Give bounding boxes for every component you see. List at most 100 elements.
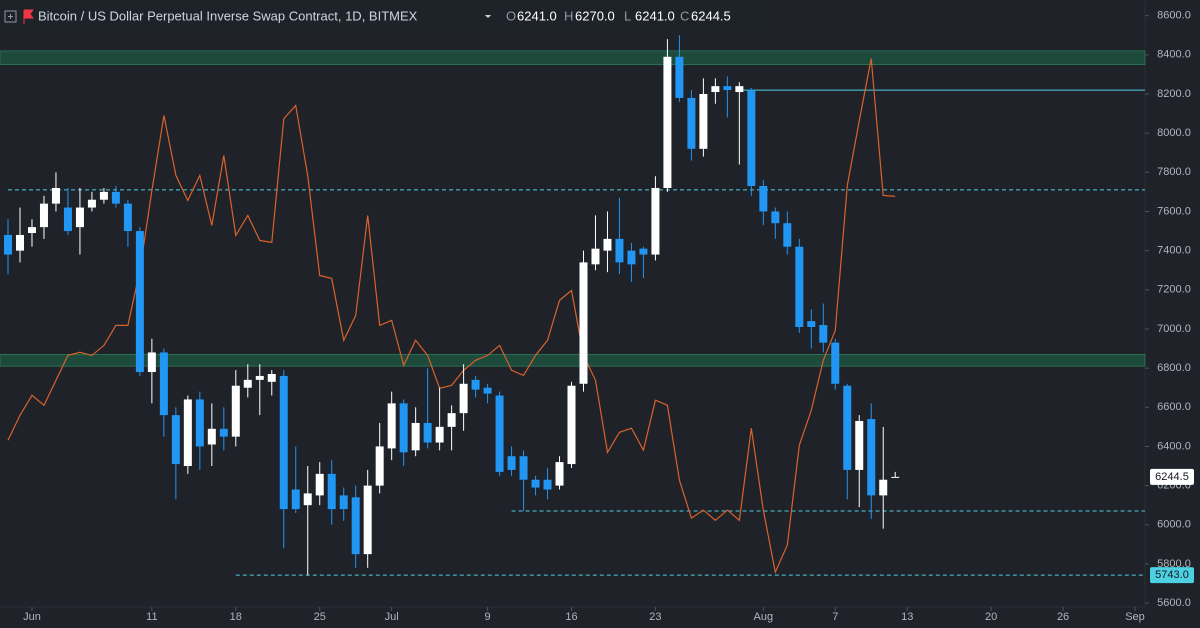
- candle-body: [315, 473, 324, 496]
- candle-body: [243, 379, 252, 388]
- y-tick-label: 8000.0: [1157, 127, 1191, 139]
- y-tick-label: 6000.0: [1157, 519, 1191, 531]
- y-tick-label: 8400.0: [1157, 49, 1191, 61]
- candle-body: [783, 223, 792, 247]
- expand-icon[interactable]: [4, 10, 17, 23]
- candle-body: [363, 485, 372, 555]
- candle-body: [51, 187, 60, 204]
- candle-body: [687, 97, 696, 149]
- candle-body: [267, 373, 276, 382]
- price-label-box: [1150, 567, 1194, 584]
- y-tick-label: 6600.0: [1157, 401, 1191, 413]
- x-tick-label: Sep: [1125, 611, 1145, 623]
- x-tick-label: Aug: [754, 611, 774, 623]
- candle-body: [507, 456, 516, 470]
- candle-body: [195, 399, 204, 447]
- candle-body: [891, 476, 900, 478]
- ohlc-key: C: [680, 8, 689, 23]
- candle-body: [435, 426, 444, 443]
- x-tick-label: 26: [1057, 611, 1069, 623]
- x-tick-label: 18: [230, 611, 242, 623]
- candle-body: [483, 387, 492, 394]
- candle-body: [591, 248, 600, 265]
- y-tick-label: 7800.0: [1157, 166, 1191, 178]
- y-tick-label: 6800.0: [1157, 362, 1191, 374]
- candle-body: [399, 403, 408, 453]
- x-tick-label: 13: [901, 611, 913, 623]
- candle-body: [699, 93, 708, 149]
- y-tick-label: 7600.0: [1157, 205, 1191, 217]
- candle-body: [723, 86, 732, 91]
- candle-body: [867, 419, 876, 496]
- expand-icon-plus: [8, 14, 13, 19]
- candle-body: [627, 250, 636, 265]
- exchange-flag: [23, 9, 34, 24]
- candle-body: [603, 238, 612, 251]
- candle-body: [879, 479, 888, 496]
- y-tick-label: 8600.0: [1157, 10, 1191, 22]
- y-tick-label: 7200.0: [1157, 284, 1191, 296]
- y-tick-label: 7000.0: [1157, 323, 1191, 335]
- price-label: 6244.5: [1155, 471, 1189, 483]
- candle-body: [75, 207, 84, 228]
- y-tick-label: 8200.0: [1157, 88, 1191, 100]
- candle-body: [279, 375, 288, 510]
- candle-body: [615, 238, 624, 263]
- price-label: 5743.0: [1155, 569, 1189, 581]
- candle-body: [183, 399, 192, 467]
- x-tick-label: 7: [832, 611, 838, 623]
- ohlc-value: 6270.0: [575, 8, 615, 23]
- candle-body: [843, 385, 852, 470]
- y-tick-label: 5800.0: [1157, 558, 1191, 570]
- candle-body: [231, 385, 240, 437]
- candle-body: [123, 203, 132, 232]
- candle-body: [219, 428, 228, 437]
- candle-body: [747, 90, 756, 187]
- candle-body: [159, 352, 168, 416]
- candle-body: [339, 495, 348, 510]
- candle-body: [675, 56, 684, 98]
- candle-body: [39, 203, 48, 228]
- candle-body: [795, 246, 804, 327]
- indicator-line: [7, 58, 896, 575]
- price-label-box: [1150, 468, 1194, 485]
- candle-body: [351, 497, 360, 555]
- symbol-title[interactable]: Bitcoin / US Dollar Perpetual Inverse Sw…: [38, 8, 418, 23]
- candle-body: [207, 428, 216, 445]
- zone: [0, 354, 1146, 367]
- candle-body: [135, 231, 144, 373]
- candle-body: [651, 187, 660, 255]
- x-tick-label: 23: [649, 611, 661, 623]
- candle-body: [423, 422, 432, 443]
- ohlc-value: 6244.5: [691, 8, 731, 23]
- plot-area: [0, 35, 1146, 576]
- candle-body: [15, 234, 24, 251]
- header-bg: [0, 0, 760, 34]
- ohlc-value: 6241.0: [635, 8, 675, 23]
- candle-body: [375, 446, 384, 486]
- ohlc-key: H: [564, 8, 573, 23]
- candle-body: [831, 342, 840, 384]
- candle-body: [147, 352, 156, 373]
- x-tick-label: Jun: [23, 611, 41, 623]
- candle-body: [171, 415, 180, 465]
- x-tick-label: 25: [314, 611, 326, 623]
- candle-body: [759, 186, 768, 212]
- x-tick-label: 16: [565, 611, 577, 623]
- candle-body: [303, 493, 312, 506]
- candle-body: [771, 211, 780, 224]
- ohlc-value: 6241.0: [517, 8, 557, 23]
- x-tick-label: 20: [985, 611, 997, 623]
- y-tick-label: 7400.0: [1157, 245, 1191, 257]
- candle-body: [387, 403, 396, 449]
- candle-body: [471, 379, 480, 390]
- candle-body: [255, 375, 264, 380]
- dropdown-caret[interactable]: [485, 15, 491, 18]
- candle-body: [579, 262, 588, 384]
- x-tick-label: 9: [485, 611, 491, 623]
- y-tick-label: 6400.0: [1157, 440, 1191, 452]
- candle-body: [663, 56, 672, 188]
- ohlc-legend: O 6241.0 H 6270.0 L 6241.0 C 6244.5: [506, 8, 731, 23]
